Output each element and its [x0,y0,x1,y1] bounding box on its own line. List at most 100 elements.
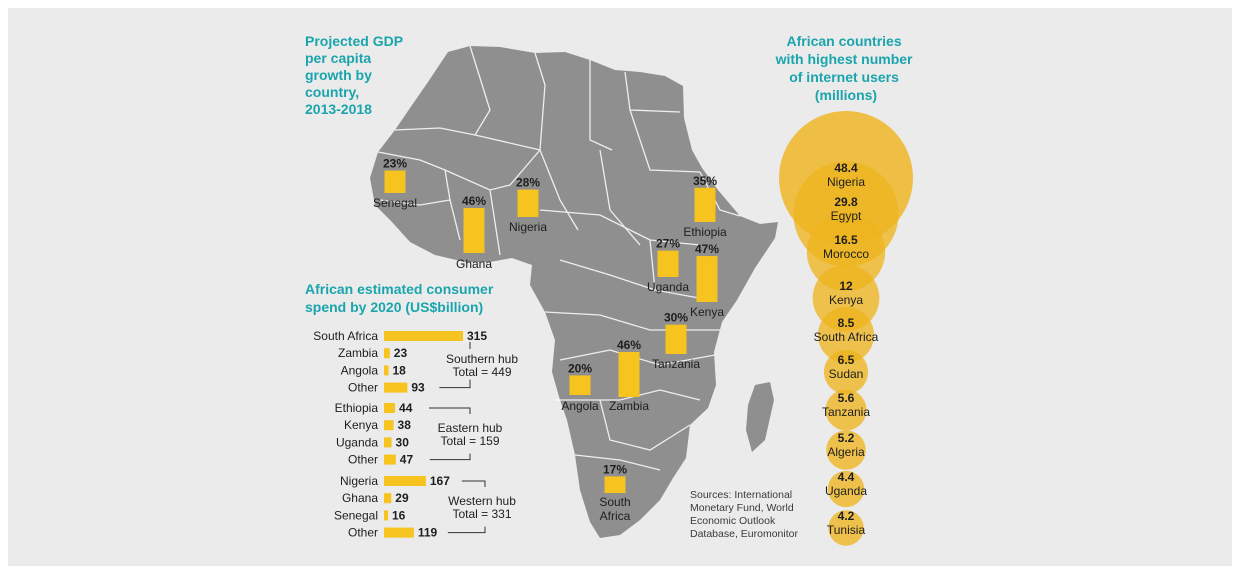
internet-country-label-morocco: Morocco [823,247,869,261]
gdp-value-label-angola: 20% [568,361,592,375]
internet-country-label-egypt: Egypt [831,209,862,223]
gdp-country-label-angola: Angola [561,399,599,413]
gdp-value-label-nigeria: 28% [516,176,540,190]
spend-value-label-eastern-hub-ethiopia: 44 [399,401,413,415]
spend-value-label-southern-hub-zambia: 23 [394,346,408,360]
spend-title-line-2: spend by 2020 (US$billion) [305,299,483,315]
gdp-value-label-uganda: 27% [656,237,680,251]
africa-map [370,45,778,538]
internet-country-label-sudan: Sudan [829,367,864,381]
sources-line-1: Sources: International [690,489,792,501]
internet-title: African countries with highest number of… [775,33,917,103]
hub-label-southern-hub: Southern hub Total = 449 [446,352,518,379]
gdp-country-label-ethiopia: Ethiopia [683,225,727,239]
gdp-country-label-kenya: Kenya [690,305,724,319]
spend-bar-western-hub-nigeria [384,476,426,486]
gdp-value-label-ghana: 46% [462,194,486,208]
internet-country-label-south-africa: South Africa [814,330,879,344]
gdp-title-line-5: 2013-2018 [305,101,372,117]
spend-value-label-western-hub-ghana: 29 [395,491,409,505]
internet-country-label-nigeria: Nigeria [827,175,865,189]
gdp-bar-senegal [384,170,406,193]
gdp-title-line-4: country, [305,84,359,100]
internet-bubble-tanzania [825,389,867,431]
spend-bar-southern-hub-angola [384,365,389,376]
gdp-value-label-senegal: 23% [383,157,407,171]
sources-line-3: Economic Outlook [690,515,776,527]
gdp-title: Projected GDP per capita growth by count… [305,33,407,117]
gdp-bar-zambia [618,352,640,397]
spend-value-label-eastern-hub-kenya: 38 [398,418,412,432]
spend-value-label-southern-hub-angola: 18 [393,363,407,377]
gdp-country-label-nigeria: Nigeria [509,220,547,234]
internet-value-label-tanzania: 5.6 [838,391,855,405]
spend-category-label-southern-hub-south-africa: South Africa [313,329,378,343]
hub-connector-eastern-top [429,407,471,414]
hub-connector-western-bottom [447,526,486,534]
spend-bar-western-hub-senegal [384,510,389,521]
gdp-value-label-south-africa: 17% [603,462,627,476]
internet-bubble-uganda [827,470,865,508]
spend-category-label-southern-hub-other: Other [348,381,378,395]
spend-value-label-western-hub-nigeria: 167 [430,474,450,488]
internet-value-label-egypt: 29.8 [834,195,858,209]
gdp-value-label-kenya: 47% [695,242,719,256]
gdp-value-label-ethiopia: 35% [693,174,717,188]
gdp-bar-tanzania [665,324,687,354]
internet-value-label-uganda: 4.4 [838,470,855,484]
internet-country-label-algeria: Algeria [827,445,865,459]
spend-bar-eastern-hub-ethiopia [384,403,396,413]
gdp-bar-nigeria [517,189,539,217]
sources-note: Sources: International Monetary Fund, Wo… [690,489,798,540]
gdp-value-label-tanzania: 30% [664,311,688,325]
madagascar [746,382,774,452]
spend-value-label-southern-hub-south-africa: 315 [467,329,487,343]
internet-country-label-uganda: Uganda [825,484,867,498]
spend-category-label-western-hub-other: Other [348,526,378,540]
spend-title-line-1: African estimated consumer [305,281,494,297]
internet-value-label-nigeria: 48.4 [834,161,858,175]
hub-connector-western-top [461,480,486,487]
hub-label-eastern-hub: Eastern hub Total = 159 [438,421,503,448]
gdp-title-line-3: growth by [305,67,372,83]
spend-category-label-eastern-hub-uganda: Uganda [336,435,378,449]
spend-category-label-western-hub-nigeria: Nigeria [340,474,378,488]
spend-bar-southern-hub-zambia [384,348,390,359]
gdp-bar-angola [569,375,591,395]
internet-title-line-3: of internet users [789,69,899,85]
internet-title-line-1: African countries [786,33,901,49]
spend-bar-eastern-hub-other [384,454,396,465]
gdp-title-line-2: per capita [305,50,371,66]
gdp-country-label-zambia: Zambia [609,399,649,413]
spend-value-label-eastern-hub-uganda: 30 [396,435,410,449]
spend-bar-eastern-hub-kenya [384,420,394,431]
gdp-country-label-south-africa: South Africa [599,495,630,523]
consumer-spend-bars: South Africa 315 Zambia 23 Angola 18 Other 93 So… [313,329,518,540]
spend-category-label-western-hub-ghana: Ghana [342,491,378,505]
gdp-country-label-uganda: Uganda [647,280,689,294]
spend-bar-eastern-hub-uganda [384,437,392,448]
spend-value-label-southern-hub-other: 93 [411,381,425,395]
internet-bubble-south-africa [817,306,875,364]
spend-category-label-eastern-hub-other: Other [348,453,378,467]
spend-value-label-eastern-hub-other: 47 [400,453,414,467]
internet-country-label-tanzania: Tanzania [822,405,870,419]
sources-line-4: Database, Euromonitor [690,528,798,540]
internet-bubble-sudan [823,349,869,395]
gdp-country-label-ghana: Ghana [456,257,492,271]
gdp-growth-bars: 23%Senegal 46%Ghana28%Nigeria35%Ethiopia2… [373,157,727,524]
spend-value-label-western-hub-senegal: 16 [392,508,406,522]
internet-value-label-algeria: 5.2 [838,431,855,445]
spend-bar-western-hub-other [384,527,414,538]
gdp-value-label-zambia: 46% [617,338,641,352]
internet-value-label-morocco: 16.5 [834,233,858,247]
spend-title: African estimated consumer spend by 2020… [305,281,497,315]
internet-value-label-tunisia: 4.2 [838,509,855,523]
internet-title-line-4: (millions) [815,87,877,103]
sources-line-2: Monetary Fund, World [690,502,794,514]
internet-bubble-tunisia [828,510,864,546]
internet-title-line-2: with highest number [775,51,913,67]
